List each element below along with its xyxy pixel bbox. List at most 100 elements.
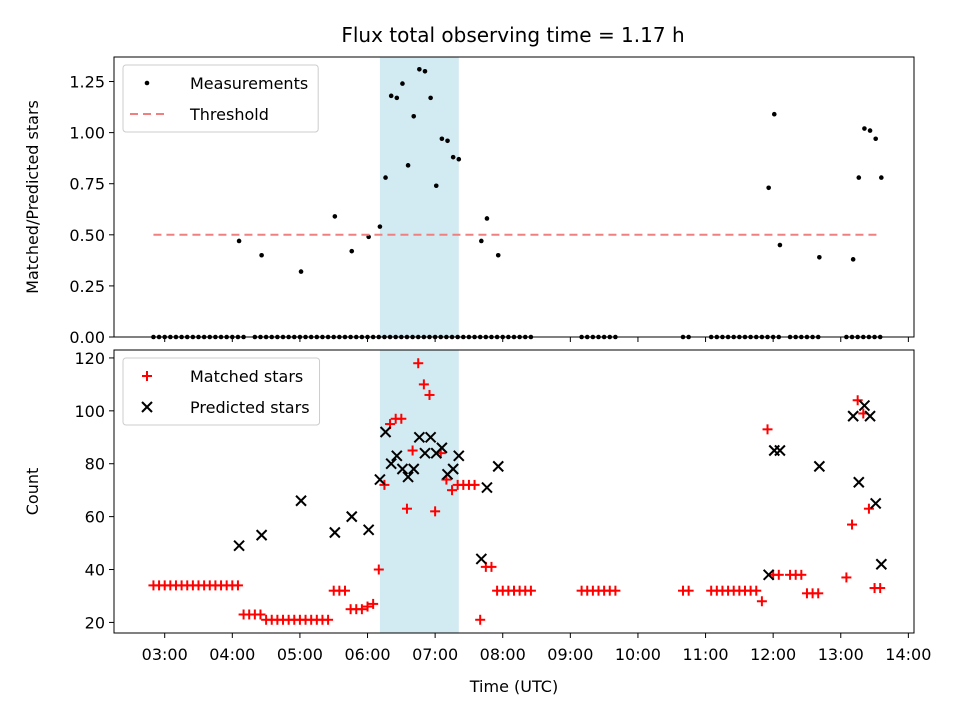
bot-series1-point [346, 510, 358, 523]
top-series0-point [428, 95, 433, 101]
bot-series1-point [847, 410, 859, 422]
bot-series0-point [368, 598, 379, 609]
bot-xtick-label: 07:00 [412, 645, 458, 664]
bot-legend-label: Predicted stars [190, 398, 310, 417]
bot-span-rect [379, 350, 459, 633]
top-series0-point [856, 175, 862, 180]
bot-ytick-label: 120 [74, 349, 105, 368]
bot-legend-label: Matched stars [190, 367, 303, 386]
chart-title: Flux total observing time = 1.17 h [341, 23, 684, 47]
bot-series0-point [362, 601, 373, 612]
top-series0-point [411, 113, 417, 119]
bot-series0-point [413, 358, 424, 369]
top-legend-swatch [144, 80, 150, 86]
bot-xtick-label: 12:00 [750, 645, 796, 664]
bot-series0-point [418, 379, 429, 390]
top-series0-point [377, 224, 383, 229]
bot-xtick-label: 09:00 [547, 645, 593, 664]
bot-series0-point [339, 585, 350, 596]
top-series0-point [873, 136, 878, 142]
bot-series0-point [469, 479, 480, 490]
top-series0-point [394, 95, 400, 101]
top-series0-point [433, 183, 439, 189]
top-ytick-label: 1.25 [69, 73, 105, 92]
bot-series0-point [373, 564, 384, 575]
bot-series0-point [475, 614, 486, 625]
bot-series1-point [853, 476, 865, 488]
top-series0-point [450, 154, 456, 160]
top-series0-point [439, 136, 445, 142]
bot-xtick-label: 08:00 [480, 645, 526, 664]
bottom-x-ticks: 03:00 04:00 05:00 06:00 07:00 08:00 09:00 10:00… [142, 633, 931, 664]
top-series0-point [445, 138, 450, 144]
top-series0-point [495, 252, 501, 258]
bot-series1-point [424, 431, 437, 443]
top-legend: Measurements Threshold [122, 64, 319, 133]
top-series0-point [879, 175, 884, 180]
top-series0-point [298, 269, 304, 274]
bot-xtick-label: 11:00 [682, 645, 728, 664]
top-ytick-label: 0.25 [69, 277, 105, 296]
bot-series1-point [864, 410, 876, 422]
top-series0-point [862, 126, 867, 131]
top-series0-point [400, 81, 405, 86]
bottom-panel: 20 40 60 80 100 120 03:00 04:00 05:00 06:00 07:00… [23, 349, 931, 696]
x-axis-label: Time (UTC) [469, 677, 558, 696]
top-series0-point [777, 242, 783, 248]
bot-series0-point [813, 588, 824, 599]
bottom-y-axis-label: Count [23, 468, 42, 516]
top-x-ticks [164, 337, 909, 342]
top-series0-point [456, 156, 462, 162]
bot-series1-point [475, 553, 488, 565]
bot-xtick-label: 03:00 [142, 645, 188, 664]
bot-xtick-label: 14:00 [885, 645, 931, 664]
bot-series0-point [401, 503, 412, 514]
bottom-highlight-span [379, 350, 459, 633]
bot-series0-point [396, 413, 407, 424]
top-series0-point [388, 93, 394, 99]
bot-series0-point [447, 485, 458, 496]
bot-xtick-label: 05:00 [277, 645, 323, 664]
bot-ytick-label: 100 [74, 402, 105, 421]
bot-series1-point [408, 463, 420, 475]
bot-series0-point [762, 424, 773, 435]
bot-series0-point [356, 604, 367, 615]
top-series0-point [405, 163, 411, 168]
bottom-legend-box [122, 357, 321, 426]
bottom-marks [148, 358, 888, 625]
top-series0-point [479, 238, 484, 244]
bot-series1-point [875, 558, 888, 570]
top-series0-point [417, 66, 422, 72]
top-series0-point [484, 216, 490, 221]
bot-series1-point [396, 463, 409, 475]
bot-series1-point [255, 529, 268, 541]
bottom-legend: Matched stars Predicted stars [122, 357, 321, 426]
top-series0-point [259, 252, 264, 258]
bot-xtick-label: 13:00 [818, 645, 864, 664]
top-ytick-label: 1.00 [69, 124, 105, 143]
bot-series1-point [774, 444, 786, 457]
bot-series1-point [379, 426, 392, 438]
bot-series0-point [610, 585, 621, 596]
bot-series1-point [391, 450, 403, 462]
top-y-ticks: 0.00 0.25 0.50 0.75 1.00 1.25 [69, 73, 114, 347]
bot-series1-point [402, 471, 414, 483]
top-span-rect [379, 57, 459, 337]
top-series0-point [349, 248, 355, 254]
top-legend-label: Measurements [190, 74, 308, 93]
bot-series0-point [525, 585, 536, 596]
bot-series1-point [436, 442, 448, 454]
top-panel: 0.00 0.25 0.50 0.75 1.00 1.25 Matched/Predict… [23, 56, 915, 347]
bot-series0-point [486, 561, 497, 572]
bot-series0-point [323, 614, 334, 625]
bot-series1-point [813, 460, 826, 473]
top-series0-point [332, 214, 338, 219]
bot-ytick-label: 20 [85, 613, 105, 632]
top-series0-point [383, 175, 388, 180]
bot-series1-point [447, 463, 459, 475]
bot-series1-point [374, 473, 386, 486]
bot-series1-point [762, 569, 775, 581]
bot-legend-swatch [142, 371, 152, 381]
top-highlight-span [379, 57, 459, 337]
